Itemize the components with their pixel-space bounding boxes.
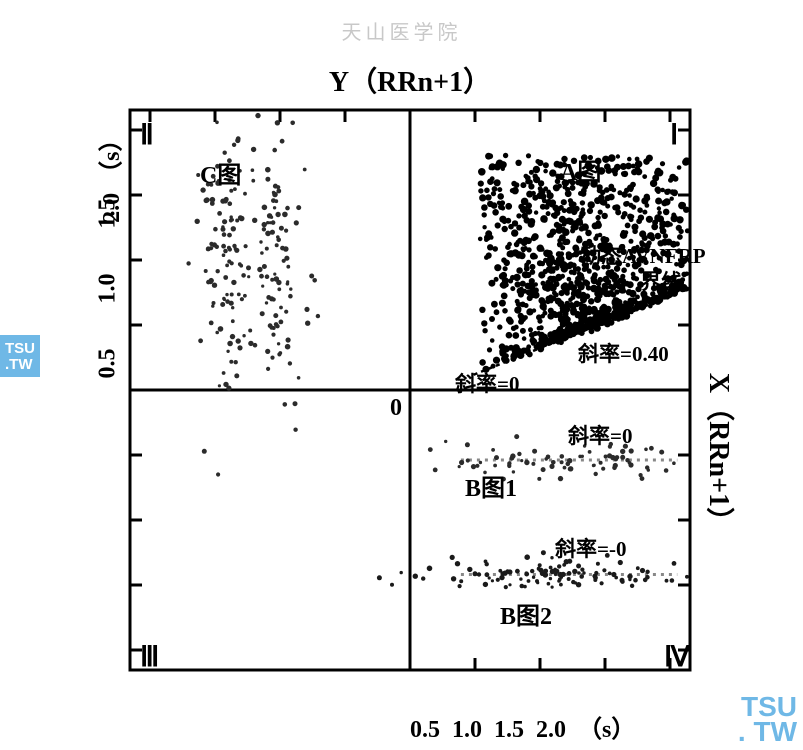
- avnfrp-label-2: 界线: [640, 266, 682, 296]
- slope-zero-b1-label: 斜率=0: [568, 420, 632, 450]
- y-axis-title: Y（RRn+1）: [329, 60, 491, 100]
- quadrant-2-label: Ⅱ: [140, 118, 154, 152]
- region-A-label: A图: [560, 152, 601, 187]
- x-tick-1: 1.0: [452, 717, 482, 743]
- plot-container: Y（RRn+1） X（RRn+1） 2.0 （s） 1.5 1.0 0.5 0.…: [60, 60, 760, 740]
- x-tick-0: 0.5: [410, 717, 440, 743]
- x-tick-3: 2.0: [536, 717, 566, 743]
- slope-neg-zero-label: 斜率=-0: [555, 533, 626, 563]
- quadrant-1-label: Ⅰ: [670, 118, 678, 152]
- watermark-left-line1: TSU: [5, 340, 35, 357]
- quadrant-3-label: Ⅲ: [140, 640, 159, 674]
- quadrant-4-label: Ⅳ: [664, 640, 690, 674]
- y-tick-2: 1.5: [95, 199, 122, 229]
- cluster-C2: [238, 113, 320, 432]
- x-tick-2: 1.5: [494, 717, 524, 743]
- y-tick-0: 0.5: [95, 349, 122, 379]
- region-B2-label: B图2: [500, 596, 552, 631]
- y-tick-1: 1.0: [95, 274, 122, 304]
- cluster-B2: [377, 550, 689, 589]
- watermark-left-line2: .TW: [5, 356, 33, 373]
- slope-040-label: 斜率=0.40: [578, 338, 669, 368]
- scatter-plot: [120, 100, 740, 720]
- watermark-left-badge: TSU .TW: [0, 335, 40, 377]
- watermark-top: 天山医学院: [342, 16, 462, 45]
- x-unit: （s）: [578, 717, 635, 743]
- region-C-label: C图: [200, 155, 241, 190]
- origin-label: 0: [390, 395, 402, 422]
- y-axis-ticks: 2.0 （s） 1.5 1.0 0.5: [58, 110, 118, 410]
- region-B1-label: B图1: [465, 468, 517, 503]
- slope-zero-top-label: 斜率=0: [455, 368, 519, 398]
